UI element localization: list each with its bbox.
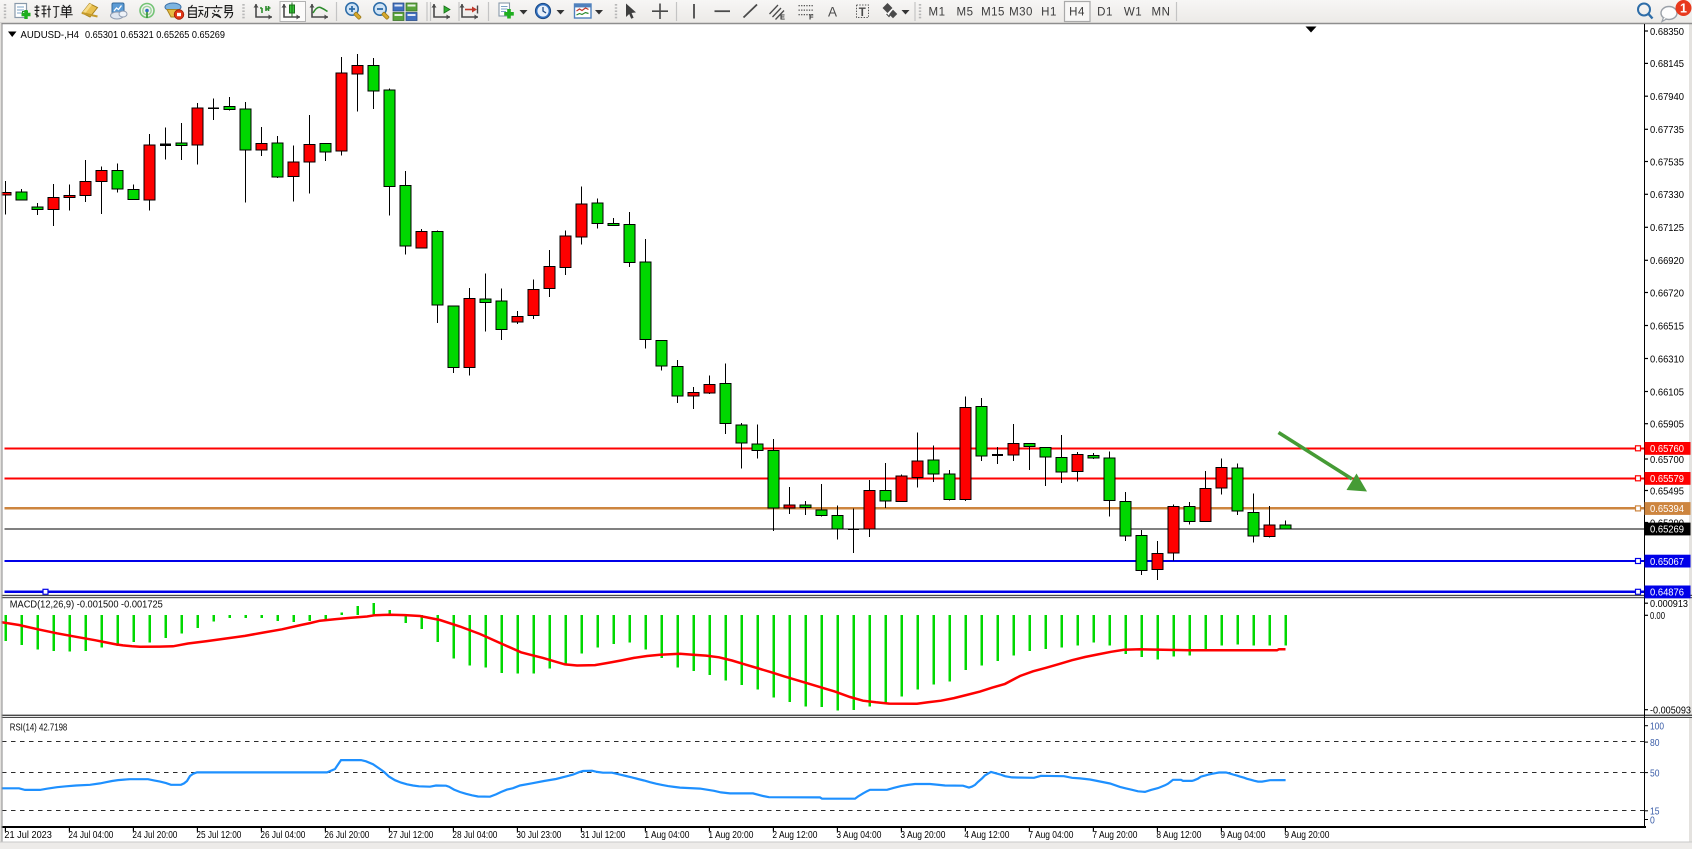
svg-text:E: E — [780, 13, 785, 22]
svg-text:T: T — [859, 7, 866, 19]
svg-text:0.66310: 0.66310 — [1650, 353, 1684, 365]
svg-text:0.65495: 0.65495 — [1650, 485, 1684, 497]
svg-text:0.65760: 0.65760 — [1650, 443, 1684, 455]
svg-text:3 Aug 04:00: 3 Aug 04:00 — [836, 829, 881, 841]
svg-text:21 Jul 2023: 21 Jul 2023 — [4, 829, 52, 841]
svg-text:0.65269: 0.65269 — [1650, 524, 1684, 536]
svg-text:24 Jul 04:00: 24 Jul 04:00 — [68, 829, 113, 841]
svg-text:0.68145: 0.68145 — [1650, 58, 1684, 70]
svg-text:4 Aug 12:00: 4 Aug 12:00 — [964, 829, 1009, 841]
svg-text:8 Aug 12:00: 8 Aug 12:00 — [1156, 829, 1201, 841]
svg-text:0.67125: 0.67125 — [1650, 222, 1684, 234]
svg-text:M30: M30 — [1009, 7, 1033, 19]
svg-text:2 Aug 12:00: 2 Aug 12:00 — [772, 829, 817, 841]
svg-text:0.65905: 0.65905 — [1650, 419, 1684, 431]
svg-text:0.67330: 0.67330 — [1650, 189, 1684, 201]
svg-text:0.000913: 0.000913 — [1650, 598, 1688, 610]
svg-text:-0.005093: -0.005093 — [1650, 705, 1691, 717]
svg-text:0.64876: 0.64876 — [1650, 587, 1684, 599]
svg-text:26 Jul 20:00: 26 Jul 20:00 — [324, 829, 369, 841]
svg-text:0.00: 0.00 — [1650, 610, 1665, 622]
svg-text:D1: D1 — [1097, 7, 1113, 19]
svg-text:0.66920: 0.66920 — [1650, 255, 1684, 267]
svg-text:MN: MN — [1152, 7, 1171, 19]
svg-text:0.67940: 0.67940 — [1650, 91, 1684, 103]
svg-text:RSI(14) 42.7198: RSI(14) 42.7198 — [10, 723, 68, 734]
svg-text:0.65394: 0.65394 — [1650, 503, 1684, 515]
svg-text:28 Jul 04:00: 28 Jul 04:00 — [452, 829, 497, 841]
svg-text:1: 1 — [1680, 2, 1687, 16]
svg-text:27 Jul 12:00: 27 Jul 12:00 — [388, 829, 433, 841]
svg-text:0.66720: 0.66720 — [1650, 287, 1684, 299]
svg-text:M15: M15 — [981, 7, 1005, 19]
svg-text:0: 0 — [1650, 814, 1655, 826]
svg-text:H1: H1 — [1041, 7, 1057, 19]
svg-text:25 Jul 12:00: 25 Jul 12:00 — [196, 829, 241, 841]
svg-text:9 Aug 20:00: 9 Aug 20:00 — [1284, 829, 1329, 841]
svg-text:A: A — [828, 5, 837, 20]
svg-text:M1: M1 — [929, 7, 946, 19]
svg-text:24 Jul 20:00: 24 Jul 20:00 — [132, 829, 177, 841]
svg-text:1 Aug 04:00: 1 Aug 04:00 — [644, 829, 689, 841]
svg-text:0.65579: 0.65579 — [1650, 473, 1684, 485]
svg-text:3 Aug 20:00: 3 Aug 20:00 — [900, 829, 945, 841]
svg-text:0.67735: 0.67735 — [1650, 124, 1684, 136]
svg-text:0.66515: 0.66515 — [1650, 320, 1684, 332]
svg-text:F: F — [809, 13, 814, 22]
svg-text:26 Jul 04:00: 26 Jul 04:00 — [260, 829, 305, 841]
svg-text:0.66105: 0.66105 — [1650, 386, 1684, 398]
svg-text:H4: H4 — [1069, 7, 1085, 19]
svg-text:50: 50 — [1650, 767, 1660, 779]
svg-text:0.68350: 0.68350 — [1650, 26, 1684, 38]
svg-text:AUDUSD-,H4: AUDUSD-,H4 — [21, 29, 80, 41]
svg-text:30 Jul 23:00: 30 Jul 23:00 — [516, 829, 561, 841]
svg-text:7 Aug 20:00: 7 Aug 20:00 — [1092, 829, 1137, 841]
svg-text:0.65067: 0.65067 — [1650, 556, 1684, 568]
svg-text:7 Aug 04:00: 7 Aug 04:00 — [1028, 829, 1073, 841]
svg-text:80: 80 — [1650, 737, 1660, 749]
svg-text:9 Aug 04:00: 9 Aug 04:00 — [1220, 829, 1265, 841]
svg-text:0.65301 0.65321 0.65265 0.6526: 0.65301 0.65321 0.65265 0.65269 — [85, 29, 225, 41]
svg-text:1 Aug 20:00: 1 Aug 20:00 — [708, 829, 753, 841]
svg-text:15: 15 — [1650, 806, 1660, 818]
svg-text:0.65700: 0.65700 — [1650, 454, 1684, 466]
svg-text:100: 100 — [1650, 721, 1664, 733]
svg-text:31 Jul 12:00: 31 Jul 12:00 — [580, 829, 625, 841]
svg-text:W1: W1 — [1124, 7, 1142, 19]
svg-text:M5: M5 — [957, 7, 974, 19]
svg-text:0.67535: 0.67535 — [1650, 156, 1684, 168]
svg-text:MACD(12,26,9) -0.001500 -0.001: MACD(12,26,9) -0.001500 -0.001725 — [10, 600, 163, 611]
